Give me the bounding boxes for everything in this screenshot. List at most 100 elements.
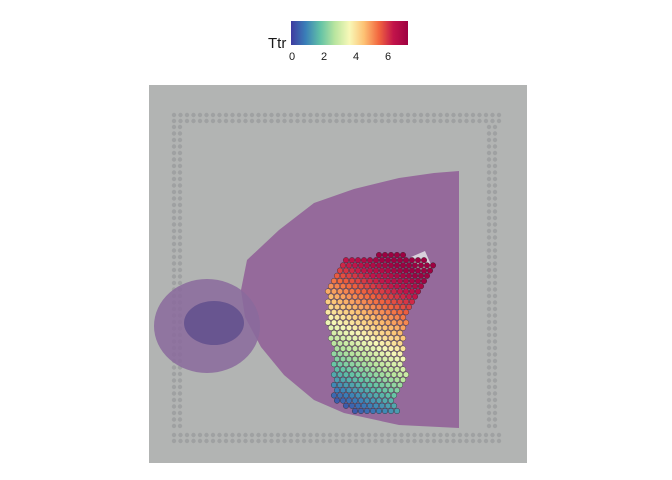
expression-spot	[399, 376, 406, 383]
expression-spot	[342, 309, 349, 316]
expression-spot	[406, 293, 413, 300]
expression-spot	[369, 262, 376, 269]
expression-spot	[366, 267, 373, 274]
expression-spot	[360, 402, 367, 409]
expression-spot	[390, 329, 397, 336]
expression-spot	[396, 371, 403, 378]
expression-spot	[390, 257, 397, 264]
expression-spot	[360, 267, 367, 274]
expression-spot	[351, 272, 358, 279]
expression-spot	[378, 288, 385, 295]
expression-spot	[387, 324, 394, 331]
expression-spot	[366, 340, 373, 347]
expression-spot	[336, 298, 343, 305]
expression-spot	[360, 340, 367, 347]
expression-spot	[327, 303, 334, 310]
expression-spot	[330, 319, 337, 326]
expression-spot	[390, 319, 397, 326]
expression-spot	[372, 329, 379, 336]
expression-spot	[393, 251, 400, 258]
expression-spot	[375, 397, 382, 404]
expression-spot	[378, 298, 385, 305]
expression-spot	[345, 366, 352, 373]
expression-spot	[354, 402, 361, 409]
expression-spot	[390, 267, 397, 274]
expression-spot	[399, 251, 406, 258]
expression-spot	[378, 267, 385, 274]
expression-spot	[336, 350, 343, 357]
expression-spot	[363, 366, 370, 373]
expression-spot	[412, 293, 419, 300]
expression-spot	[415, 267, 422, 274]
expression-spot	[384, 257, 391, 264]
expression-spot	[390, 277, 397, 284]
expression-spot	[424, 272, 431, 279]
expression-spot	[354, 350, 361, 357]
expression-spot	[393, 272, 400, 279]
expression-spot	[357, 314, 364, 321]
expression-spot	[402, 288, 409, 295]
expression-spot	[387, 272, 394, 279]
expression-spot	[427, 267, 434, 274]
expression-spot	[393, 387, 400, 394]
expression-spot	[375, 314, 382, 321]
expression-spot	[333, 303, 340, 310]
fiducial-spot-array	[171, 112, 502, 444]
expression-spot	[372, 277, 379, 284]
expression-spot	[375, 324, 382, 331]
expression-spot	[330, 329, 337, 336]
expression-spot	[378, 371, 385, 378]
expression-spot	[384, 402, 391, 409]
expression-spot	[360, 257, 367, 264]
expression-spot	[387, 376, 394, 383]
expression-spot	[399, 314, 406, 321]
expression-spot	[330, 392, 337, 399]
expression-spot	[345, 376, 352, 383]
expression-spot	[327, 283, 334, 290]
expression-spot	[336, 277, 343, 284]
expression-spot	[363, 356, 370, 363]
expression-spot	[396, 267, 403, 274]
expression-spot	[421, 267, 428, 274]
expression-spot	[369, 303, 376, 310]
expression-spot	[393, 366, 400, 373]
expression-spot	[366, 257, 373, 264]
expression-spot	[324, 288, 331, 295]
expression-spot	[390, 288, 397, 295]
expression-spot	[387, 293, 394, 300]
expression-spot	[333, 272, 340, 279]
expression-spot	[378, 309, 385, 316]
expression-spot	[360, 277, 367, 284]
expression-spot	[412, 272, 419, 279]
expression-spot	[381, 324, 388, 331]
expression-spot	[339, 387, 346, 394]
expression-spot	[363, 387, 370, 394]
expression-spot	[363, 408, 370, 415]
expression-spot	[351, 314, 358, 321]
expression-spot	[342, 340, 349, 347]
expression-spot	[336, 329, 343, 336]
expression-spot	[384, 382, 391, 389]
expression-spot	[357, 345, 364, 352]
expression-spot	[387, 366, 394, 373]
expression-spot	[357, 303, 364, 310]
expression-spot	[366, 288, 373, 295]
expression-spot	[354, 298, 361, 305]
expression-spot	[354, 382, 361, 389]
expression-spot	[360, 288, 367, 295]
expression-spot	[366, 361, 373, 368]
expression-spot	[327, 293, 334, 300]
expression-spot	[393, 345, 400, 352]
expression-spot	[396, 309, 403, 316]
expression-spot	[354, 371, 361, 378]
expression-spot	[351, 397, 358, 404]
expression-spot	[399, 356, 406, 363]
legend-tick-2: 2	[320, 51, 328, 63]
expression-spot	[387, 408, 394, 415]
expression-spot	[351, 303, 358, 310]
expression-spot	[396, 298, 403, 305]
expression-spot	[384, 392, 391, 399]
expression-spot	[354, 267, 361, 274]
expression-spot	[409, 298, 416, 305]
expression-spot	[415, 288, 422, 295]
